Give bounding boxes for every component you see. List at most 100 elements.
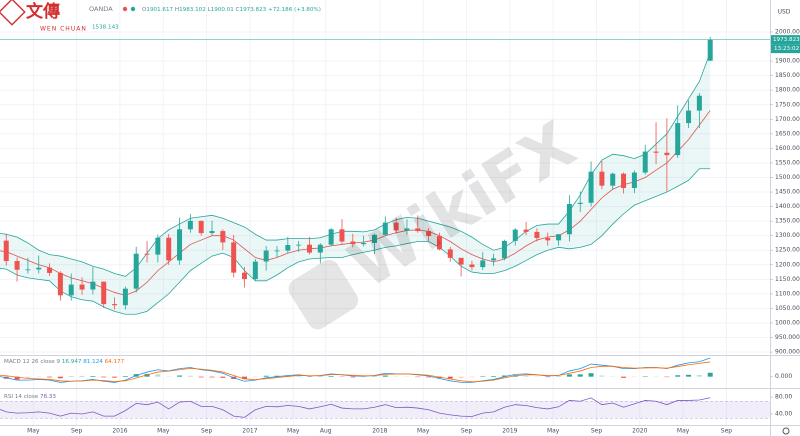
currency: USD [778, 9, 791, 16]
x-tick-label: May [677, 428, 690, 435]
bollinger-lower [0, 168, 711, 315]
candle-body [79, 284, 85, 290]
candle-body [177, 229, 183, 261]
candle-body [101, 281, 107, 305]
candle-body [393, 222, 399, 231]
rsi-pane [0, 397, 770, 419]
candle-body [3, 240, 9, 262]
candle-body [166, 237, 172, 261]
macd-histogram-bar [447, 376, 453, 379]
settings-button[interactable] [782, 427, 790, 435]
candle-body [664, 152, 670, 156]
y-tick-label: 1050.000 [775, 305, 800, 312]
macd-header: MACD 12 26 close 9 16.947 81.124 64.177 [4, 359, 125, 365]
macd-histogram-bar [350, 376, 356, 378]
y-tick-label: 1800.000 [775, 87, 800, 94]
candle-body [57, 272, 63, 296]
macd-histogram-bar [242, 376, 248, 379]
logo-text: 文傳 [26, 1, 60, 22]
candle-body [47, 267, 53, 273]
candle-body [436, 235, 442, 250]
rsi-label: RSI 14 close [4, 394, 39, 400]
x-tick-label: May [157, 428, 170, 435]
y-tick-label: 1500.000 [775, 174, 800, 181]
y-tick-label: 1450.000 [775, 189, 800, 196]
logo: 文傳 WEN CHUAN [0, 0, 87, 33]
candle-body [404, 228, 410, 231]
candle-body [426, 231, 432, 236]
y-tick-label: 950.000 [775, 334, 800, 341]
candle-body [155, 237, 161, 255]
candle-body [621, 173, 627, 188]
x-tick-label: Aug [320, 428, 332, 435]
ohlc-value: 1983.102 [179, 7, 206, 13]
y-tick-label: 1000.000 [775, 319, 800, 326]
countdown: 13:23:02 [774, 46, 799, 52]
candle-body [501, 240, 507, 259]
y-tick-label: 1300.000 [775, 232, 800, 239]
ohlc-value: 1900.01 [211, 7, 235, 13]
macd-histogram-bar [220, 376, 226, 378]
candle-body [112, 304, 118, 306]
candle-body [534, 231, 540, 239]
x-tick-label: Sep [721, 428, 733, 435]
signal-line [0, 361, 711, 383]
macd-histogram-bar [696, 375, 702, 377]
ohlc-key: L [208, 7, 212, 13]
macd-histogram-bar [57, 376, 63, 379]
x-tick-label: 2017 [242, 428, 257, 435]
candle-body [198, 220, 204, 234]
countdown-box [771, 44, 800, 54]
candle-body [577, 202, 583, 204]
x-tick-label: May [287, 428, 300, 435]
y-tick-label: 1650.000 [775, 130, 800, 137]
candle-body [263, 250, 269, 262]
last-price-box [771, 35, 800, 45]
macd-histogram-bar [155, 374, 161, 377]
candle-body [187, 220, 193, 230]
logo-subtext: WEN CHUAN [40, 26, 87, 33]
ohlc-header: O1901.617 H1983.102 L1900.01 C1973.823 +… [142, 7, 321, 13]
macd-histogram-bar [599, 375, 605, 377]
y-tick-label: 1100.000 [775, 290, 800, 297]
watermark-icon [288, 259, 359, 330]
macd-histogram-bar [588, 373, 594, 377]
candle-body [415, 228, 421, 232]
candle-body [556, 234, 562, 241]
ohlc-key: O [142, 7, 147, 13]
candle-body [382, 222, 388, 235]
candle-body [252, 261, 258, 280]
macd-histogram-bar [458, 376, 464, 379]
x-tick-label: Sep [71, 428, 83, 435]
last-price-label: 1973.823 [773, 37, 800, 43]
x-tick-label: Sep [591, 428, 603, 435]
y-tick-label: 1150.000 [775, 276, 800, 283]
rsi-y-tick-label: 40.00 [775, 410, 792, 417]
macd-pane [0, 357, 713, 383]
macd-histogram-bar [469, 376, 475, 378]
candle-body [642, 151, 648, 173]
candle-body [653, 151, 659, 153]
x-tick-label: Sep [201, 428, 213, 435]
x-tick-label: May [417, 428, 430, 435]
candle-body [14, 261, 20, 270]
macd-histogram-bar [187, 375, 193, 377]
macd-histogram-bar [90, 375, 96, 377]
macd-histogram-bar [675, 375, 681, 377]
candle-body [523, 229, 529, 232]
candle-body [631, 172, 637, 188]
macd-histogram-bar [491, 375, 497, 377]
candle-body [339, 229, 345, 242]
x-tick-label: Sep [461, 428, 473, 435]
candle-body [122, 288, 128, 306]
change: +72.186 (+3.80%) [268, 7, 321, 13]
candle-body [458, 257, 464, 265]
macd-histogram-bar [566, 374, 572, 377]
candle-body [447, 249, 453, 258]
candle-body [469, 264, 475, 268]
signal-value: 64.177 [105, 359, 125, 365]
candle-body [209, 231, 215, 234]
candle-body [361, 242, 367, 245]
